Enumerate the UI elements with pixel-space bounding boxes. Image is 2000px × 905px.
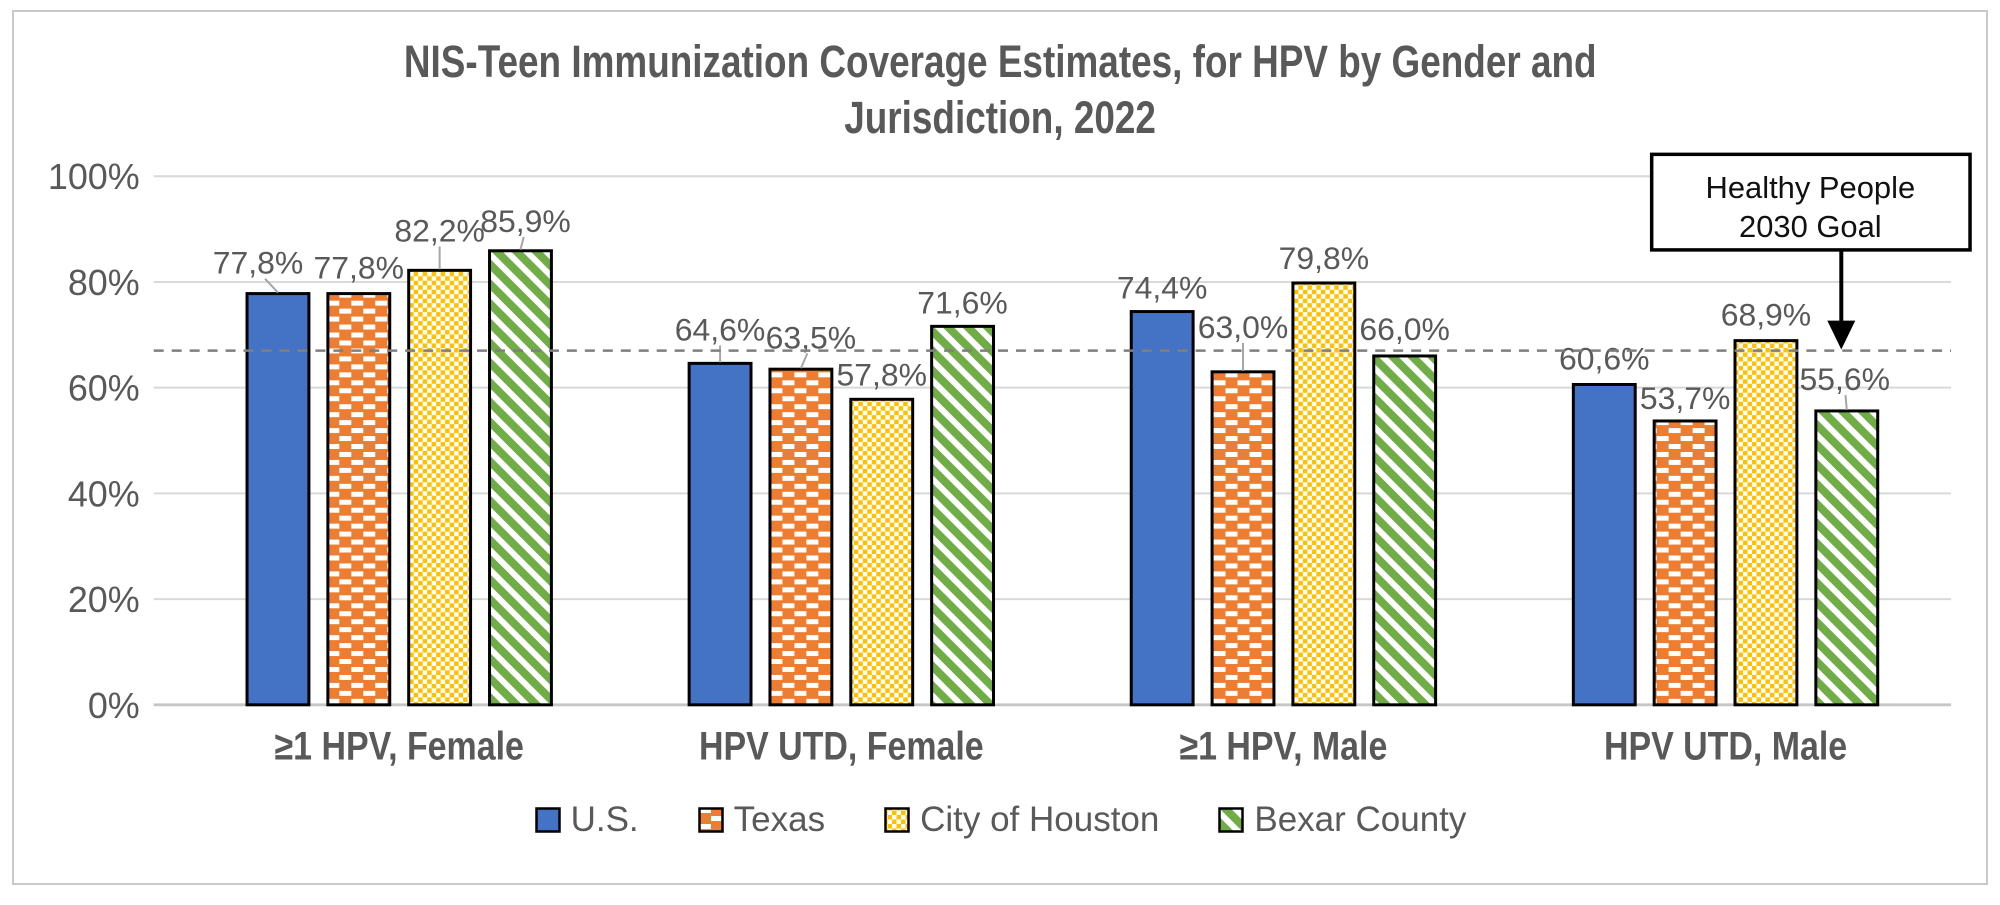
legend-swatch-rect [1218,807,1245,833]
legend-swatch-texas [697,807,724,833]
data-label-texas-hpv-utd-male: 53,7% [1640,380,1731,416]
legend-swatch-rect [534,807,561,833]
legend-swatch-rect [697,807,724,833]
data-label-u-s-1-hpv-female: 77,8% [213,245,304,281]
bar-bexar-county-1-hpv-male [1372,354,1438,707]
goal-annotation-line-1: Healthy People [1706,170,1916,205]
data-label-bexar-county-hpv-utd-female: 71,6% [917,284,1008,320]
goal-annotation-line-2: 2030 Goal [1739,209,1882,244]
y-tick-100: 100% [48,157,140,197]
legend-swatch-bexar-county [1218,807,1245,833]
legend-swatch-rect [884,807,910,833]
bar-bexar-county-1-hpv-female [488,249,553,707]
bar-texas-1-hpv-female [326,292,392,707]
data-label-texas-1-hpv-female: 77,8% [314,250,405,286]
leader-line [264,277,279,294]
data-label-city-of-houston-hpv-utd-male: 68,9% [1721,297,1812,333]
category-label-1-hpv-male: ≥1 HPV, Male [1180,724,1388,768]
data-label-texas-hpv-utd-female: 63,5% [766,319,857,355]
data-label-u-s-hpv-utd-female: 64,6% [675,312,766,348]
legend-label-u-s: U.S. [570,800,639,839]
chart-title-line-2: Jurisdiction, 2022 [844,91,1156,143]
legend-item-bexar-county: Bexar County [1217,800,1466,840]
leader-line [519,236,525,251]
legend-item-city-of-houston: City of Houston [883,800,1159,840]
legend-item-u-s: U.S. [534,800,639,840]
y-tick-0: 0% [88,686,140,726]
goal-arrow-head [1827,320,1856,350]
legend-swatch-city-of-houston [884,807,910,833]
bar-texas-hpv-utd-male [1652,419,1718,707]
data-label-texas-1-hpv-male: 63,0% [1198,309,1289,345]
legend-item-texas: Texas [697,800,825,840]
leader-line [799,352,809,369]
bar-bexar-county-hpv-utd-female [930,324,996,707]
data-label-city-of-houston-1-hpv-male: 79,8% [1279,240,1370,276]
bar-u-s-1-hpv-male [1129,310,1195,707]
bars [245,249,1880,707]
bar-texas-1-hpv-male [1210,370,1276,707]
chart-title-line-1: NIS-Teen Immunization Coverage Estimates… [403,36,1597,87]
goal-annotation: Healthy People 2030 Goal [1649,152,1972,350]
legend-label-city-of-houston: City of Houston [920,800,1160,839]
bar-bexar-county-hpv-utd-male [1814,409,1880,707]
y-tick-80: 80% [68,263,140,303]
bar-u-s-hpv-utd-male [1571,383,1637,707]
data-labels: 77,8% 77,8%82,2%85,9%64,6% 63,5%57,8%71,6%… [213,203,1890,416]
bar-city-of-houston-1-hpv-female [407,268,473,707]
data-label-leader-lines [264,236,1848,411]
bar-city-of-houston-hpv-utd-male [1733,339,1799,707]
y-axis-tick-labels: 100% 80% 60% 40% 20% 0% [48,157,140,726]
data-label-city-of-houston-1-hpv-female: 82,2% [394,213,485,249]
bar-u-s-1-hpv-female [245,292,311,707]
category-label-hpv-utd-male: HPV UTD, Male [1604,724,1847,768]
data-label-city-of-houston-hpv-utd-female: 57,8% [836,356,927,392]
data-label-bexar-county-hpv-utd-male: 55,6% [1800,361,1891,397]
legend: U.S. Texas City of Houston Bexar County [14,800,1986,840]
bar-chart-plot-area: 100%80%60%40%20%0% 77,8% 77,8%82,2%85,9%6… [48,152,1972,768]
bar-u-s-hpv-utd-female [687,361,753,707]
y-tick-20: 20% [68,580,140,620]
legend-swatch-u-s [534,807,561,833]
goal-annotation-box [1649,152,1972,252]
data-label-bexar-county-1-hpv-male: 66,0% [1359,311,1450,347]
leader-line [1844,394,1848,411]
legend-label-bexar-county: Bexar County [1254,800,1467,839]
data-label-u-s-1-hpv-male: 74,4% [1117,270,1208,306]
data-label-bexar-county-1-hpv-female: 85,9% [480,203,571,239]
bar-texas-hpv-utd-female [768,367,834,707]
x-axis-category-labels: ≥1 HPV, Female HPV UTD, Female ≥1 HPV, Mal… [275,724,1848,768]
data-label-u-s-hpv-utd-male: 60,6% [1559,341,1650,377]
y-tick-60: 60% [68,369,140,409]
category-label-hpv-utd-female: HPV UTD, Female [699,724,984,768]
chart-frame: NIS-Teen Immunization Coverage Estimates… [12,10,1988,885]
bar-city-of-houston-hpv-utd-female [849,397,915,707]
legend-label-texas: Texas [733,800,826,839]
category-label-1-hpv-female: ≥1 HPV, Female [275,724,524,768]
y-tick-40: 40% [68,474,140,514]
bar-city-of-houston-1-hpv-male [1291,281,1357,707]
chart-title: NIS-Teen Immunization Coverage Estimates… [14,34,1986,146]
